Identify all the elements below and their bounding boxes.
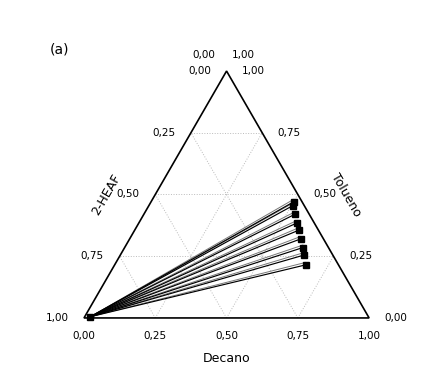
Text: 0,50: 0,50 [215, 331, 238, 341]
Text: 0,00: 0,00 [188, 66, 211, 76]
Text: 0,50: 0,50 [313, 189, 337, 199]
Text: 1,00: 1,00 [358, 331, 381, 341]
Text: 0,50: 0,50 [116, 189, 140, 199]
Text: 0,00: 0,00 [192, 50, 215, 60]
Text: 2-HEAF: 2-HEAF [90, 172, 124, 218]
Text: 0,25: 0,25 [152, 128, 175, 138]
Text: 0,75: 0,75 [286, 331, 310, 341]
Text: 0,75: 0,75 [81, 251, 104, 261]
Text: (a): (a) [50, 43, 69, 57]
Text: 1,00: 1,00 [45, 313, 68, 323]
Text: 1,00: 1,00 [242, 66, 265, 76]
Text: 0,25: 0,25 [349, 251, 372, 261]
Text: Decano: Decano [203, 352, 250, 365]
Text: Tolueno: Tolueno [329, 171, 364, 218]
Text: 0,00: 0,00 [385, 313, 408, 323]
Text: 0,00: 0,00 [72, 331, 95, 341]
Text: 0,25: 0,25 [144, 331, 167, 341]
Text: 1,00: 1,00 [232, 50, 255, 60]
Text: 0,75: 0,75 [278, 128, 301, 138]
